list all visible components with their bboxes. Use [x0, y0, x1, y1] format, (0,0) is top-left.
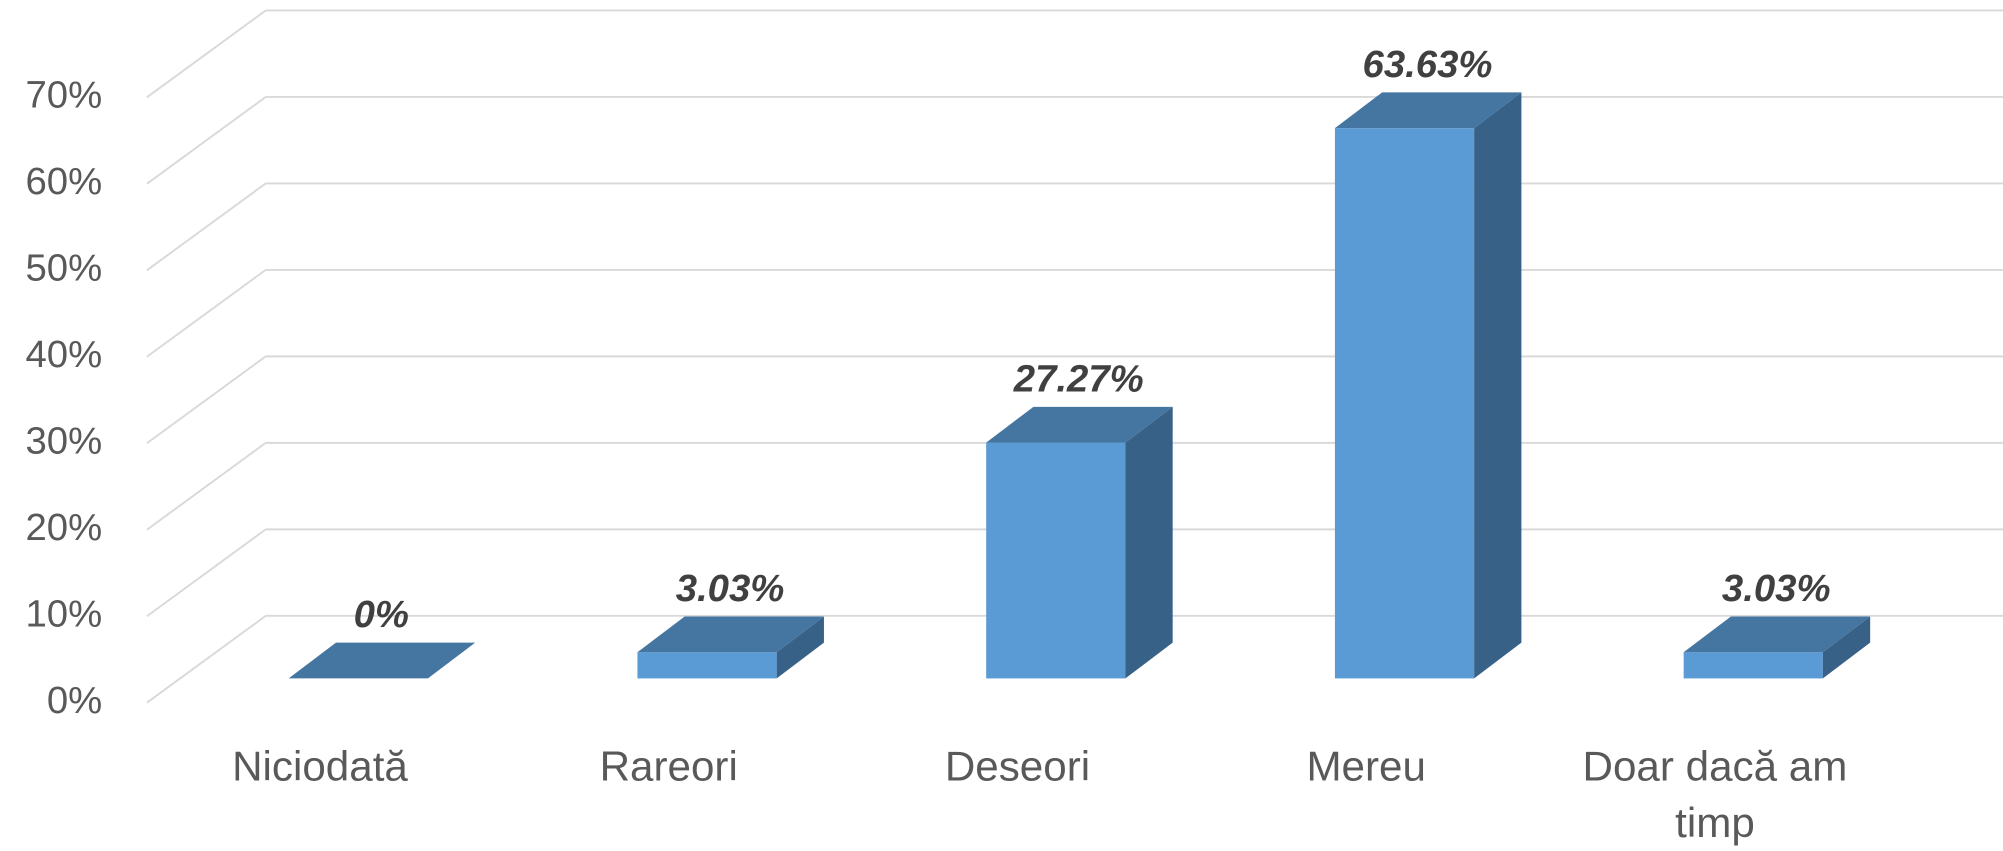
y-tick-label: 30%: [26, 419, 103, 462]
grid-line: [146, 442, 267, 531]
grid-line: [146, 96, 267, 185]
bar-top: [1334, 92, 1522, 129]
bar-top: [1683, 616, 1871, 653]
x-tick-label-box: Mereu: [1306, 742, 1426, 790]
grid-line: [146, 269, 267, 358]
y-tick-label: 50%: [26, 246, 103, 289]
grid-line: [146, 615, 267, 704]
bar-side: [1822, 616, 1871, 679]
x-tick-label-box: Doar dacă am timp: [1582, 742, 1848, 846]
y-tick-label: 20%: [26, 506, 103, 549]
x-tick-label: Rareori: [599, 742, 738, 790]
bar-front: [637, 652, 777, 679]
y-tick-label: 40%: [26, 333, 103, 376]
value-label: 63.63%: [1363, 43, 1493, 86]
bar-front: [986, 442, 1126, 679]
y-tick-label: 70%: [26, 73, 103, 116]
value-label: 3.03%: [676, 567, 785, 610]
y-tick-label: 60%: [26, 160, 103, 203]
bar-front: [1334, 128, 1475, 679]
bar-side: [776, 616, 824, 679]
x-tick-label: Doar dacă am timp: [1582, 742, 1848, 846]
value-label: 3.03%: [1722, 567, 1831, 610]
bar-side: [1125, 406, 1173, 679]
x-tick-label-box: Deseori: [944, 742, 1091, 790]
bar-top: [986, 406, 1173, 443]
x-tick-label-box: Rareori: [599, 742, 738, 790]
grid-line: [146, 182, 267, 272]
y-tick-label: 10%: [26, 592, 103, 635]
bar-top: [637, 616, 824, 653]
grid-line: [146, 355, 267, 445]
bar-front: [1683, 652, 1823, 679]
bar-side: [1474, 92, 1522, 679]
x-tick-label: Mereu: [1306, 742, 1426, 790]
grid-line: [146, 528, 267, 617]
y-tick-label: 0%: [47, 679, 102, 722]
x-tick-label-box: Niciodată: [232, 742, 408, 790]
bar-top: [288, 642, 476, 679]
value-label: 27.27%: [1013, 357, 1144, 400]
x-tick-label: Deseori: [944, 742, 1091, 790]
value-label: 0%: [354, 593, 409, 636]
grid-line: [146, 9, 267, 99]
x-tick-label: Niciodată: [232, 742, 408, 790]
